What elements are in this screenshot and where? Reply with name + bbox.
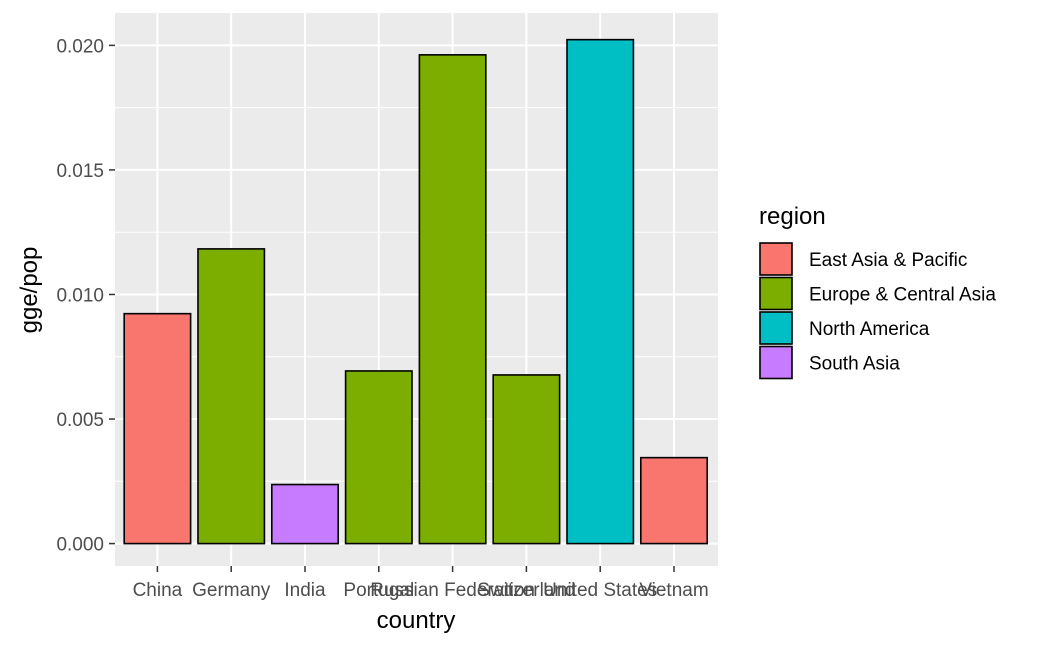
y-tick-label: 0.020 xyxy=(56,36,104,57)
x-tick-label: Vietnam xyxy=(639,580,708,601)
legend-label: South Asia xyxy=(809,354,900,375)
legend-label: North America xyxy=(809,319,930,340)
legend-key xyxy=(759,345,793,380)
y-tick-label: 0.000 xyxy=(56,535,104,556)
y-axis-title: gge/pop xyxy=(16,247,43,334)
bar-vietnam xyxy=(639,456,709,545)
y-tick-label: 0.010 xyxy=(56,285,104,306)
legend-key xyxy=(759,242,793,276)
x-tick-label: Portugal xyxy=(343,580,414,601)
bar-portugal xyxy=(344,370,413,545)
bars xyxy=(123,38,709,545)
legend: region East Asia & Pacific Europe & Centr… xyxy=(759,203,996,380)
x-tick-label: Switzerland xyxy=(477,580,575,601)
x-tick-label: Russian Federation xyxy=(370,580,535,601)
legend-key xyxy=(759,276,793,311)
legend-key xyxy=(759,311,793,345)
bar-india xyxy=(270,483,340,545)
x-tick-label: India xyxy=(284,580,326,601)
bar-china xyxy=(123,312,192,545)
bar-switzerland xyxy=(492,374,561,545)
x-tick-label: China xyxy=(133,580,183,601)
x-tick-label: United States xyxy=(543,580,657,601)
y-axis: 0.000 0.005 0.010 0.015 0.020 xyxy=(56,36,115,556)
bar-united-states xyxy=(566,38,635,545)
legend-label: East Asia & Pacific xyxy=(809,250,967,271)
y-tick-label: 0.005 xyxy=(56,410,104,431)
bar-russian-federation xyxy=(418,54,487,545)
legend-label: Europe & Central Asia xyxy=(809,285,996,306)
x-tick-label: Germany xyxy=(192,580,271,601)
y-tick-label: 0.015 xyxy=(56,161,104,182)
legend-title: region xyxy=(759,203,826,230)
x-axis-title: country xyxy=(377,607,456,634)
bar-germany xyxy=(197,248,266,545)
